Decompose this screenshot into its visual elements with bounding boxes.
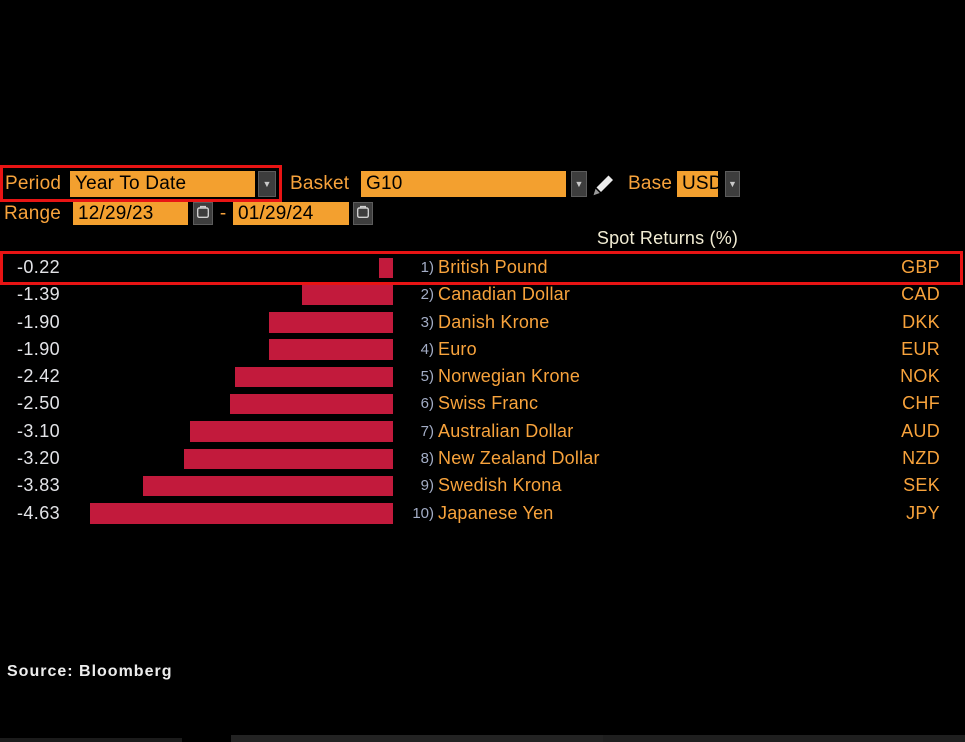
- range-start-date-value: 12/29/23: [78, 202, 154, 224]
- calendar-icon: [356, 205, 370, 222]
- bar-value-label: -3.10: [17, 420, 61, 441]
- period-select-value: Year To Date: [75, 173, 187, 194]
- period-label: Period: [5, 173, 62, 194]
- bar: [229, 393, 393, 415]
- row-currency-name: Norwegian Krone: [438, 366, 581, 387]
- bar-value-label: -4.63: [17, 502, 61, 523]
- chart-row[interactable]: -2.50 6) Swiss Franc CHF: [0, 390, 965, 417]
- row-currency-name: Japanese Yen: [438, 502, 554, 523]
- bar-value-label: -2.42: [17, 366, 61, 387]
- row-rank: 2): [420, 286, 434, 304]
- calendar-icon: [196, 205, 210, 222]
- bar-value-label: -1.90: [17, 311, 61, 332]
- pencil-icon: [592, 175, 614, 200]
- row-rank: 4): [420, 340, 434, 358]
- row-currency-code: DKK: [902, 311, 940, 332]
- bar: [190, 421, 393, 442]
- range-start-calendar-button[interactable]: [193, 202, 213, 225]
- bar-value-label: -0.22: [17, 257, 61, 277]
- chevron-down-icon: ▼: [574, 179, 584, 189]
- chart-row[interactable]: -3.83 9) Swedish Krona SEK: [0, 472, 965, 499]
- row-currency-name: British Pound: [438, 257, 548, 277]
- row-rank: 1): [420, 259, 434, 276]
- row-currency-name: Swiss Franc: [438, 393, 539, 414]
- row-currency-name: New Zealand Dollar: [438, 448, 600, 469]
- bar-value-label: -1.90: [17, 338, 61, 359]
- bar-value-label: -3.83: [17, 475, 61, 496]
- row-currency-name: Canadian Dollar: [438, 284, 571, 305]
- chart-row[interactable]: -3.10 7) Australian Dollar AUD: [0, 418, 965, 445]
- row-rank: 6): [420, 395, 434, 413]
- chart-rows: -0.22 1) British Pound GBP -1.39 2) Cana…: [0, 251, 965, 527]
- row-currency-code: NOK: [900, 366, 940, 387]
- range-end-date-value: 01/29/24: [238, 202, 314, 224]
- row-currency-name: Danish Krone: [438, 311, 550, 332]
- basket-label: Basket: [290, 173, 350, 194]
- bar: [183, 448, 393, 470]
- source-attribution: Source: Bloomberg: [7, 663, 173, 680]
- chart-row[interactable]: -3.20 8) New Zealand Dollar NZD: [0, 445, 965, 472]
- chart-row[interactable]: -1.39 2) Canadian Dollar CAD: [0, 281, 965, 308]
- range-label: Range: [4, 203, 61, 224]
- base-select[interactable]: USD: [677, 171, 723, 197]
- bottom-edge-strip-middle: [231, 735, 603, 742]
- range-end-calendar-button[interactable]: [353, 202, 373, 225]
- base-dropdown-button[interactable]: ▼: [725, 171, 740, 197]
- bar-value-label: -3.20: [17, 448, 61, 469]
- row-currency-code: EUR: [901, 338, 940, 359]
- chart-row[interactable]: -2.42 5) Norwegian Krone NOK: [0, 363, 965, 390]
- row-rank: 8): [420, 450, 434, 468]
- row-rank: 7): [420, 422, 434, 440]
- row-currency-code: AUD: [901, 420, 940, 441]
- chart-title: Spot Returns (%): [596, 228, 739, 248]
- chevron-down-icon: ▼: [728, 179, 737, 189]
- row-currency-code: CAD: [901, 284, 940, 305]
- basket-dropdown-button[interactable]: ▼: [571, 171, 587, 197]
- chart-row[interactable]: -0.22 1) British Pound GBP: [0, 251, 965, 286]
- row-rank: 9): [420, 477, 434, 495]
- chart-row[interactable]: -1.90 4) Euro EUR: [0, 336, 965, 363]
- period-dropdown-button[interactable]: ▼: [258, 171, 276, 197]
- row-rank: 3): [420, 313, 434, 331]
- range-end-date-input[interactable]: 01/29/24: [233, 202, 349, 225]
- row-currency-name: Australian Dollar: [438, 420, 574, 441]
- bar: [268, 339, 393, 360]
- row-currency-code: GBP: [901, 257, 940, 277]
- basket-select-value: G10: [366, 173, 403, 194]
- chart-row[interactable]: -4.63 10) Japanese Yen JPY: [0, 500, 965, 527]
- edit-basket-button[interactable]: [592, 173, 614, 197]
- chart-row[interactable]: -1.90 3) Danish Krone DKK: [0, 309, 965, 336]
- basket-select[interactable]: G10: [361, 171, 566, 197]
- bottom-edge-strip-right: [603, 735, 965, 742]
- row-currency-name: Euro: [438, 338, 477, 359]
- row-currency-name: Swedish Krona: [438, 475, 562, 496]
- row-currency-code: NZD: [902, 448, 940, 469]
- chevron-down-icon: ▼: [262, 179, 272, 189]
- bar: [90, 503, 393, 524]
- bar-value-label: -2.50: [17, 393, 61, 414]
- bar: [234, 366, 393, 388]
- bar: [268, 312, 393, 333]
- bar-value-label: -1.39: [17, 284, 61, 305]
- base-select-value: USD: [682, 173, 723, 194]
- bar: [378, 257, 393, 278]
- row-rank: 10): [412, 504, 434, 522]
- row-currency-code: CHF: [902, 393, 940, 414]
- bottom-edge-strip-left: [0, 738, 182, 742]
- row-currency-code: JPY: [906, 502, 940, 523]
- row-currency-code: SEK: [903, 475, 940, 496]
- row-rank: 5): [420, 368, 434, 386]
- range-separator: -: [219, 203, 227, 224]
- period-select[interactable]: Year To Date: [70, 171, 255, 197]
- bar: [142, 475, 393, 497]
- range-start-date-input[interactable]: 12/29/23: [73, 202, 188, 225]
- bar: [302, 284, 393, 306]
- base-label: Base: [628, 173, 673, 194]
